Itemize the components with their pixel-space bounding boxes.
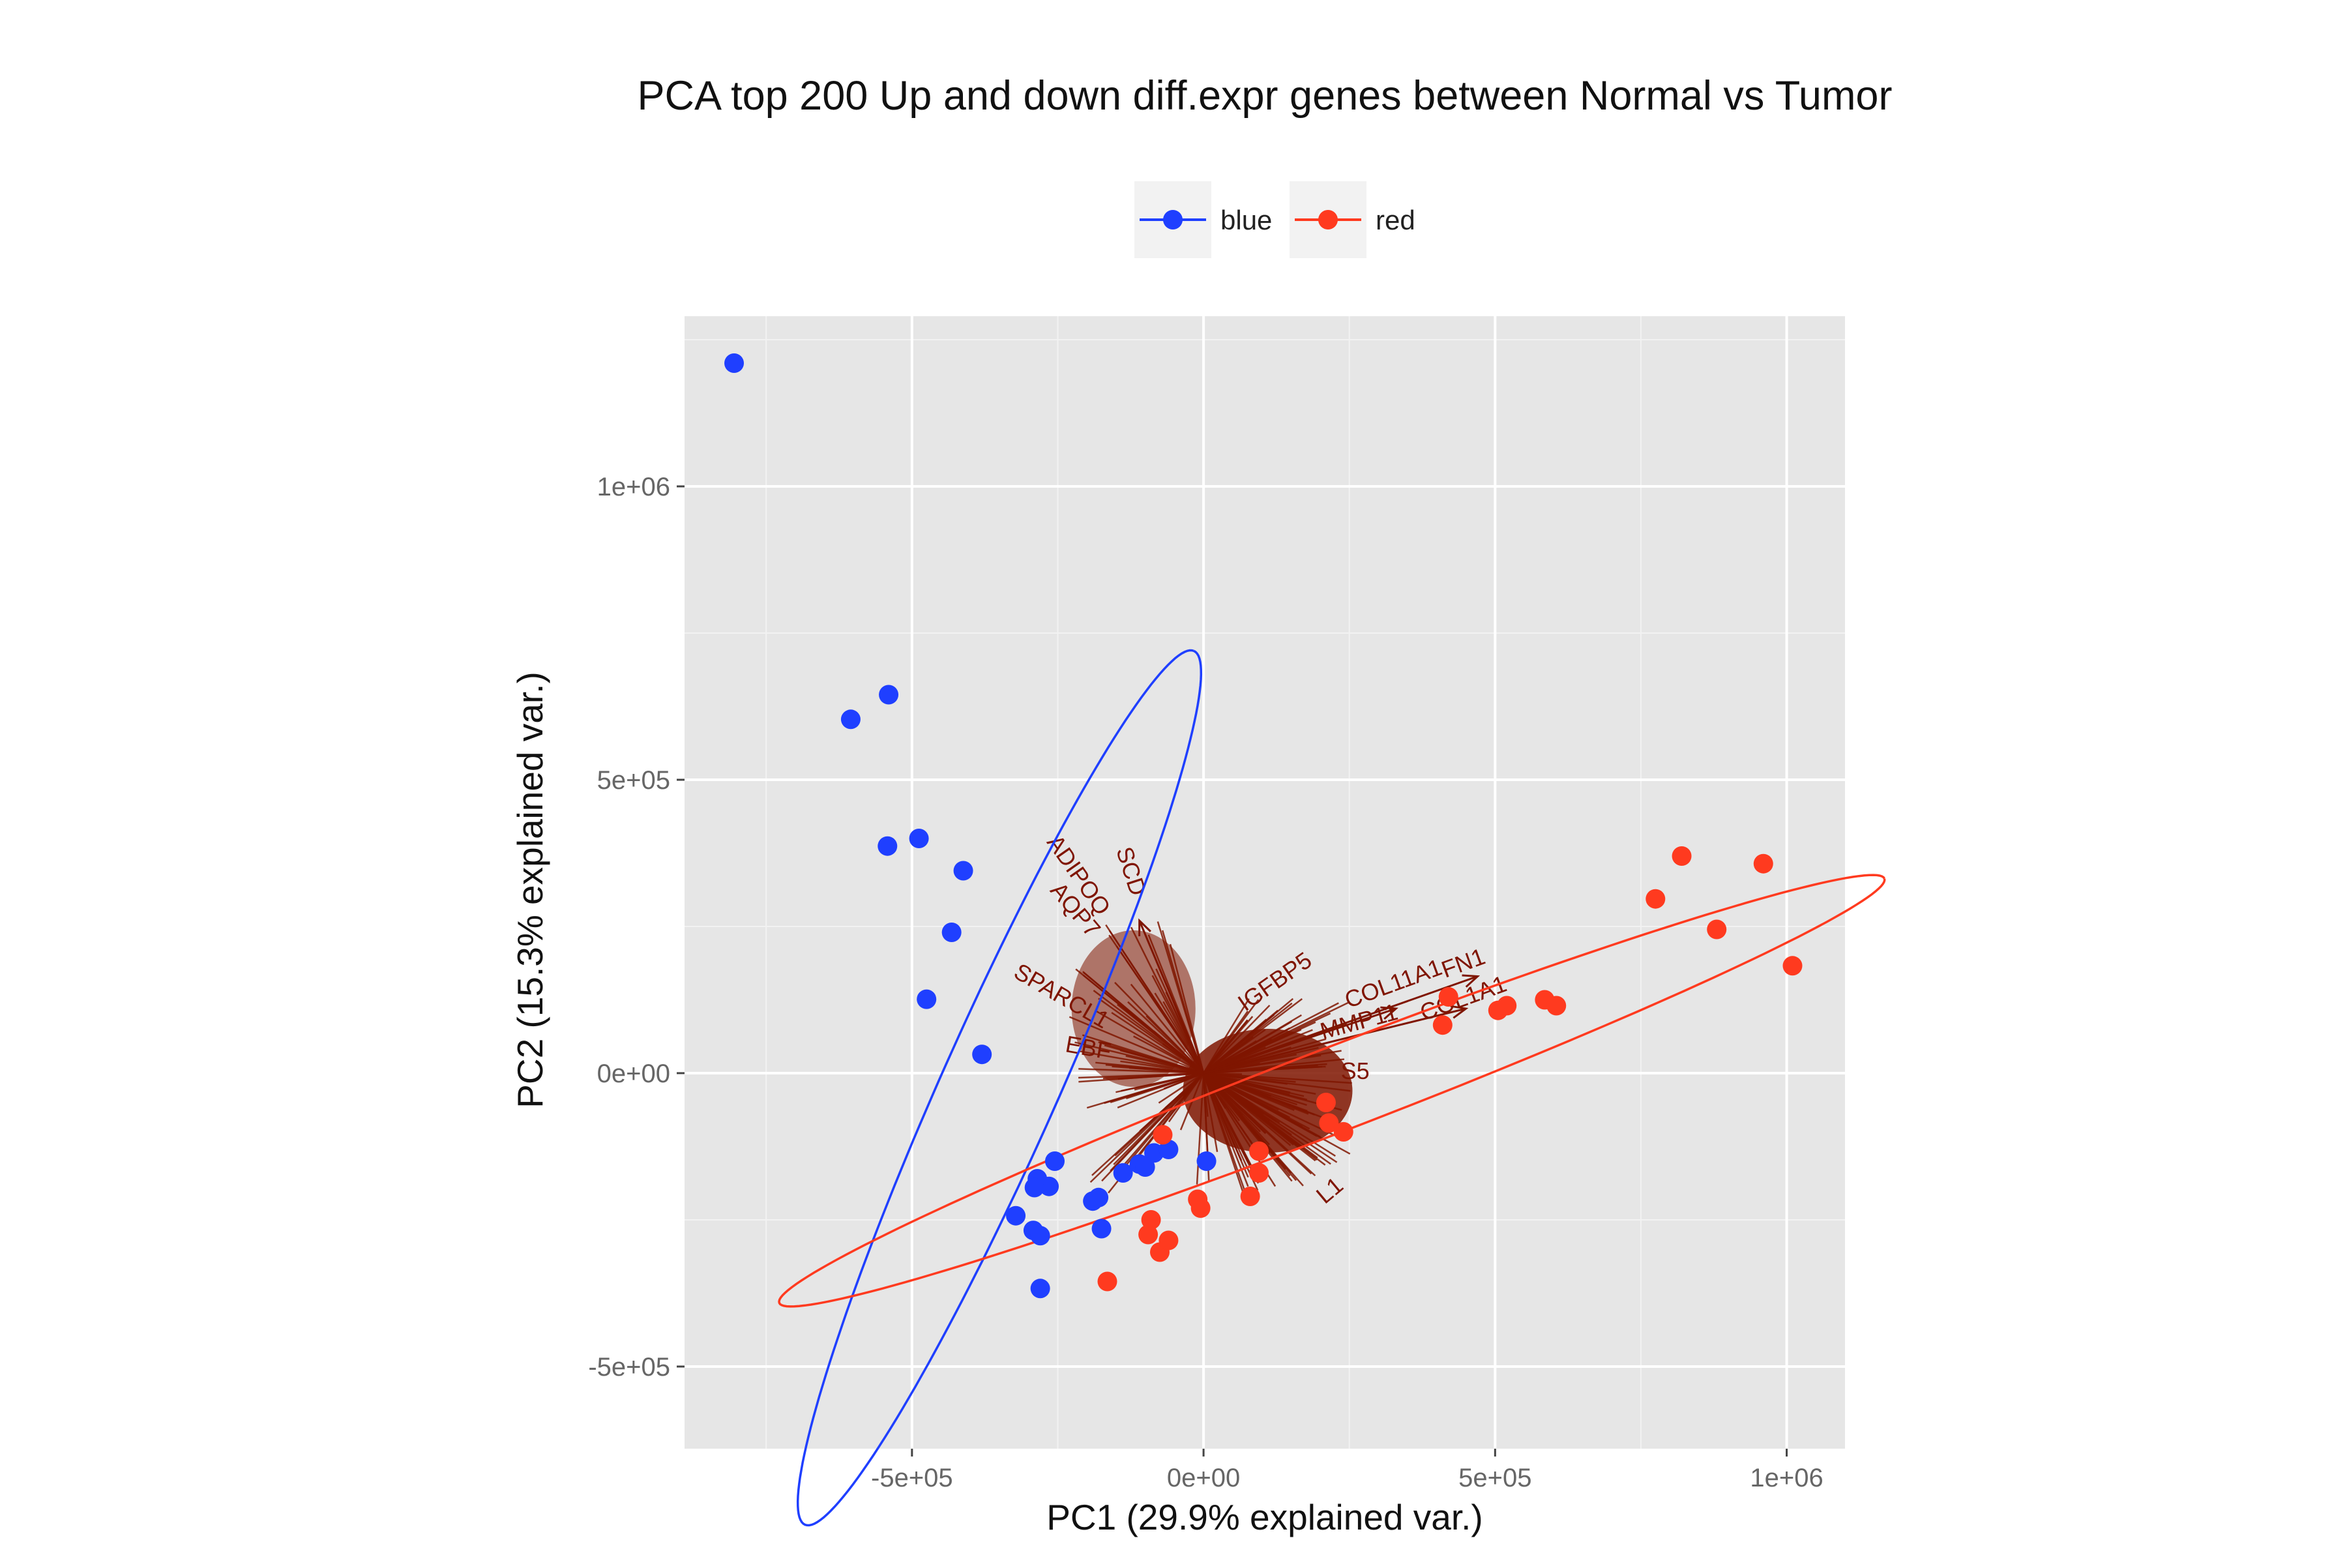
point-red xyxy=(1438,987,1458,1007)
point-blue xyxy=(1044,1151,1065,1171)
point-blue xyxy=(1089,1187,1109,1207)
y-tick-label: -5e+05 xyxy=(588,1353,670,1382)
loading-arrowhead xyxy=(1138,918,1151,937)
point-blue xyxy=(1159,1140,1179,1159)
point-red xyxy=(1432,1015,1453,1035)
point-red xyxy=(1646,889,1666,909)
point-red xyxy=(1333,1122,1353,1142)
point-blue xyxy=(1113,1163,1133,1183)
x-axis-label: PC1 (29.9% explained var.) xyxy=(1046,1497,1483,1537)
point-red xyxy=(1138,1224,1159,1245)
point-blue xyxy=(909,829,929,848)
point-red xyxy=(1497,996,1517,1016)
loading-arrow xyxy=(1203,1007,1466,1074)
point-blue xyxy=(1196,1151,1217,1171)
x-tick-label: 5e+05 xyxy=(1458,1464,1531,1492)
point-red xyxy=(1153,1125,1173,1145)
point-blue xyxy=(1039,1176,1059,1196)
point-blue xyxy=(1030,1226,1050,1246)
point-red xyxy=(1159,1230,1179,1250)
legend-marker-red xyxy=(1318,210,1338,229)
loading-label: S5 xyxy=(1341,1058,1370,1084)
point-blue xyxy=(1144,1143,1164,1163)
point-blue xyxy=(1091,1219,1112,1239)
legend-marker-blue xyxy=(1163,210,1183,229)
legend-label-red: red xyxy=(1376,205,1415,235)
point-red xyxy=(1141,1210,1161,1230)
point-blue xyxy=(1006,1206,1026,1226)
loading-core xyxy=(1071,930,1196,1087)
ellipse-red xyxy=(778,874,1886,1308)
point-blue xyxy=(1135,1157,1155,1177)
series-red xyxy=(1097,846,1803,1292)
point-red xyxy=(1546,996,1567,1016)
y-axis-label: PC2 (15.3% explained var.) xyxy=(510,672,550,1108)
point-blue xyxy=(1024,1177,1044,1198)
legend: blue red xyxy=(1134,181,1415,258)
loading-arrowhead xyxy=(1450,1005,1469,1019)
point-blue xyxy=(1030,1279,1050,1299)
point-red xyxy=(1249,1163,1269,1183)
point-blue xyxy=(724,353,745,373)
point-blue xyxy=(879,685,899,705)
point-red xyxy=(1707,919,1727,939)
point-red xyxy=(1782,956,1803,976)
loading-arrow xyxy=(1138,920,1205,1074)
loading-arrowhead xyxy=(1462,974,1481,988)
legend-label-blue: blue xyxy=(1220,205,1272,235)
y-tick-label: 5e+05 xyxy=(597,766,670,795)
point-red xyxy=(1316,1093,1336,1112)
point-red xyxy=(1249,1141,1269,1161)
point-blue xyxy=(917,989,937,1009)
point-blue xyxy=(840,709,861,730)
x-tick-label: 0e+00 xyxy=(1167,1464,1240,1492)
point-blue xyxy=(953,861,973,881)
x-tick-label: -5e+05 xyxy=(871,1464,953,1492)
panel-background xyxy=(685,316,1845,1449)
point-red xyxy=(1190,1198,1211,1218)
x-tick-label: 1e+06 xyxy=(1750,1464,1823,1492)
y-tick-label: 1e+06 xyxy=(597,473,670,501)
point-red xyxy=(1097,1271,1117,1292)
point-blue xyxy=(878,836,898,856)
series-blue xyxy=(724,353,1217,1299)
point-blue xyxy=(972,1044,992,1065)
point-red xyxy=(1240,1187,1260,1206)
point-red xyxy=(1672,846,1692,866)
ellipse-blue xyxy=(796,649,1203,1527)
loading-arrow xyxy=(1086,1072,1204,1109)
plot-panel: -5e+05 0e+00 5e+05 1e+06 -5e+05 0e+00 5e+05 1e+… xyxy=(588,316,1886,1527)
point-red xyxy=(1319,1113,1339,1133)
point-blue xyxy=(941,923,962,942)
chart-title: PCA top 200 Up and down diff.expr genes … xyxy=(638,73,1893,119)
loading-core xyxy=(1183,1029,1353,1153)
loading-arrow xyxy=(1203,975,1478,1074)
y-tick-label: 0e+00 xyxy=(597,1059,670,1088)
point-red xyxy=(1753,853,1773,874)
